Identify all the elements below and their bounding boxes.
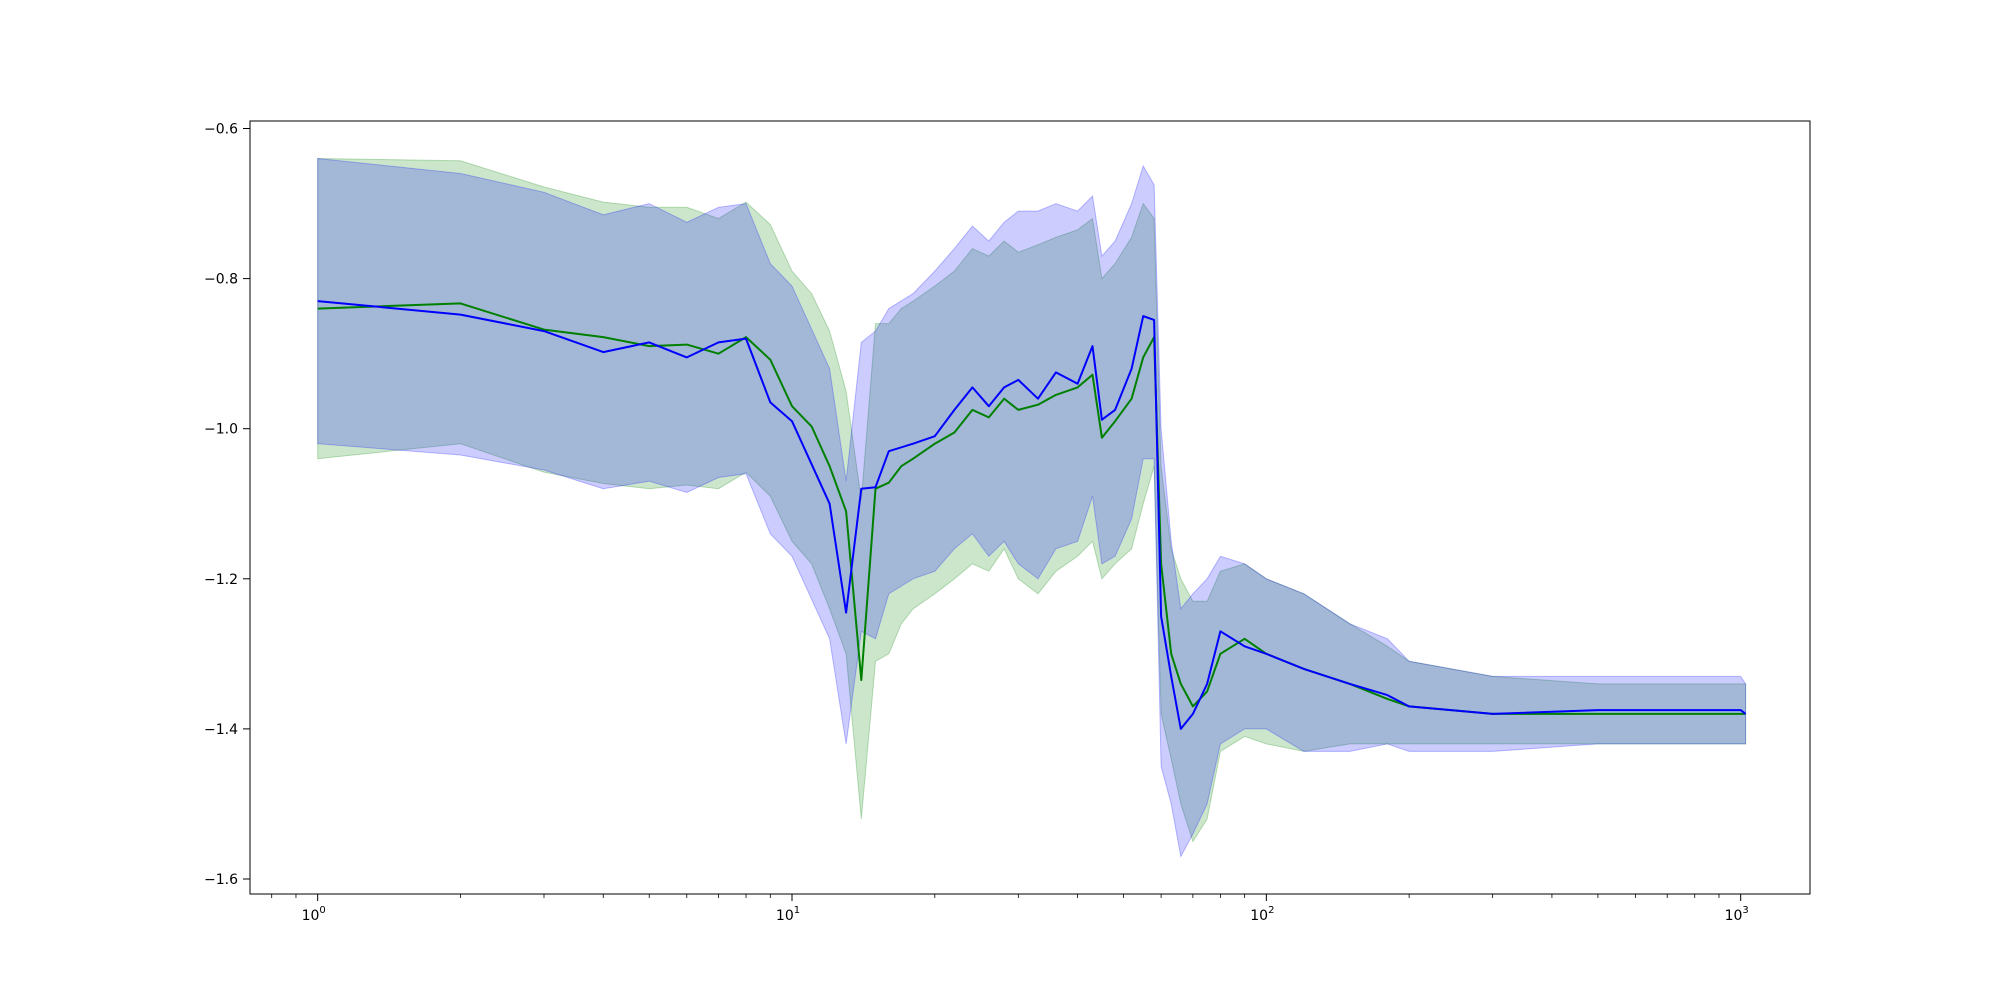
y-tick-label-3: −1.0 bbox=[204, 422, 238, 438]
series-band-2 bbox=[317, 157, 1747, 858]
y-tick-label-6: −1.6 bbox=[204, 872, 238, 888]
x-tick-label-3: 102 bbox=[1250, 905, 1274, 924]
x-tick-label-4: 103 bbox=[1725, 905, 1749, 924]
plot-frame bbox=[249, 120, 1811, 895]
series-line-2 bbox=[317, 300, 1747, 730]
y-tick-label-2: −0.8 bbox=[204, 272, 238, 288]
confidence-bands bbox=[317, 157, 1747, 858]
y-tick-label-1: −0.6 bbox=[204, 122, 238, 138]
y-axis: −0.6 −0.8 −1.0 −1.2 −1.4 −1.6 bbox=[204, 122, 250, 888]
series-lines bbox=[317, 300, 1747, 730]
y-tick-label-4: −1.2 bbox=[204, 572, 238, 588]
x-tick-label-1: 100 bbox=[302, 905, 326, 924]
x-tick-label-2: 101 bbox=[776, 905, 800, 924]
series-band-1 bbox=[317, 157, 1747, 843]
y-tick-label-5: −1.4 bbox=[204, 722, 238, 738]
x-axis: 100 101 102 103 bbox=[271, 894, 1749, 924]
